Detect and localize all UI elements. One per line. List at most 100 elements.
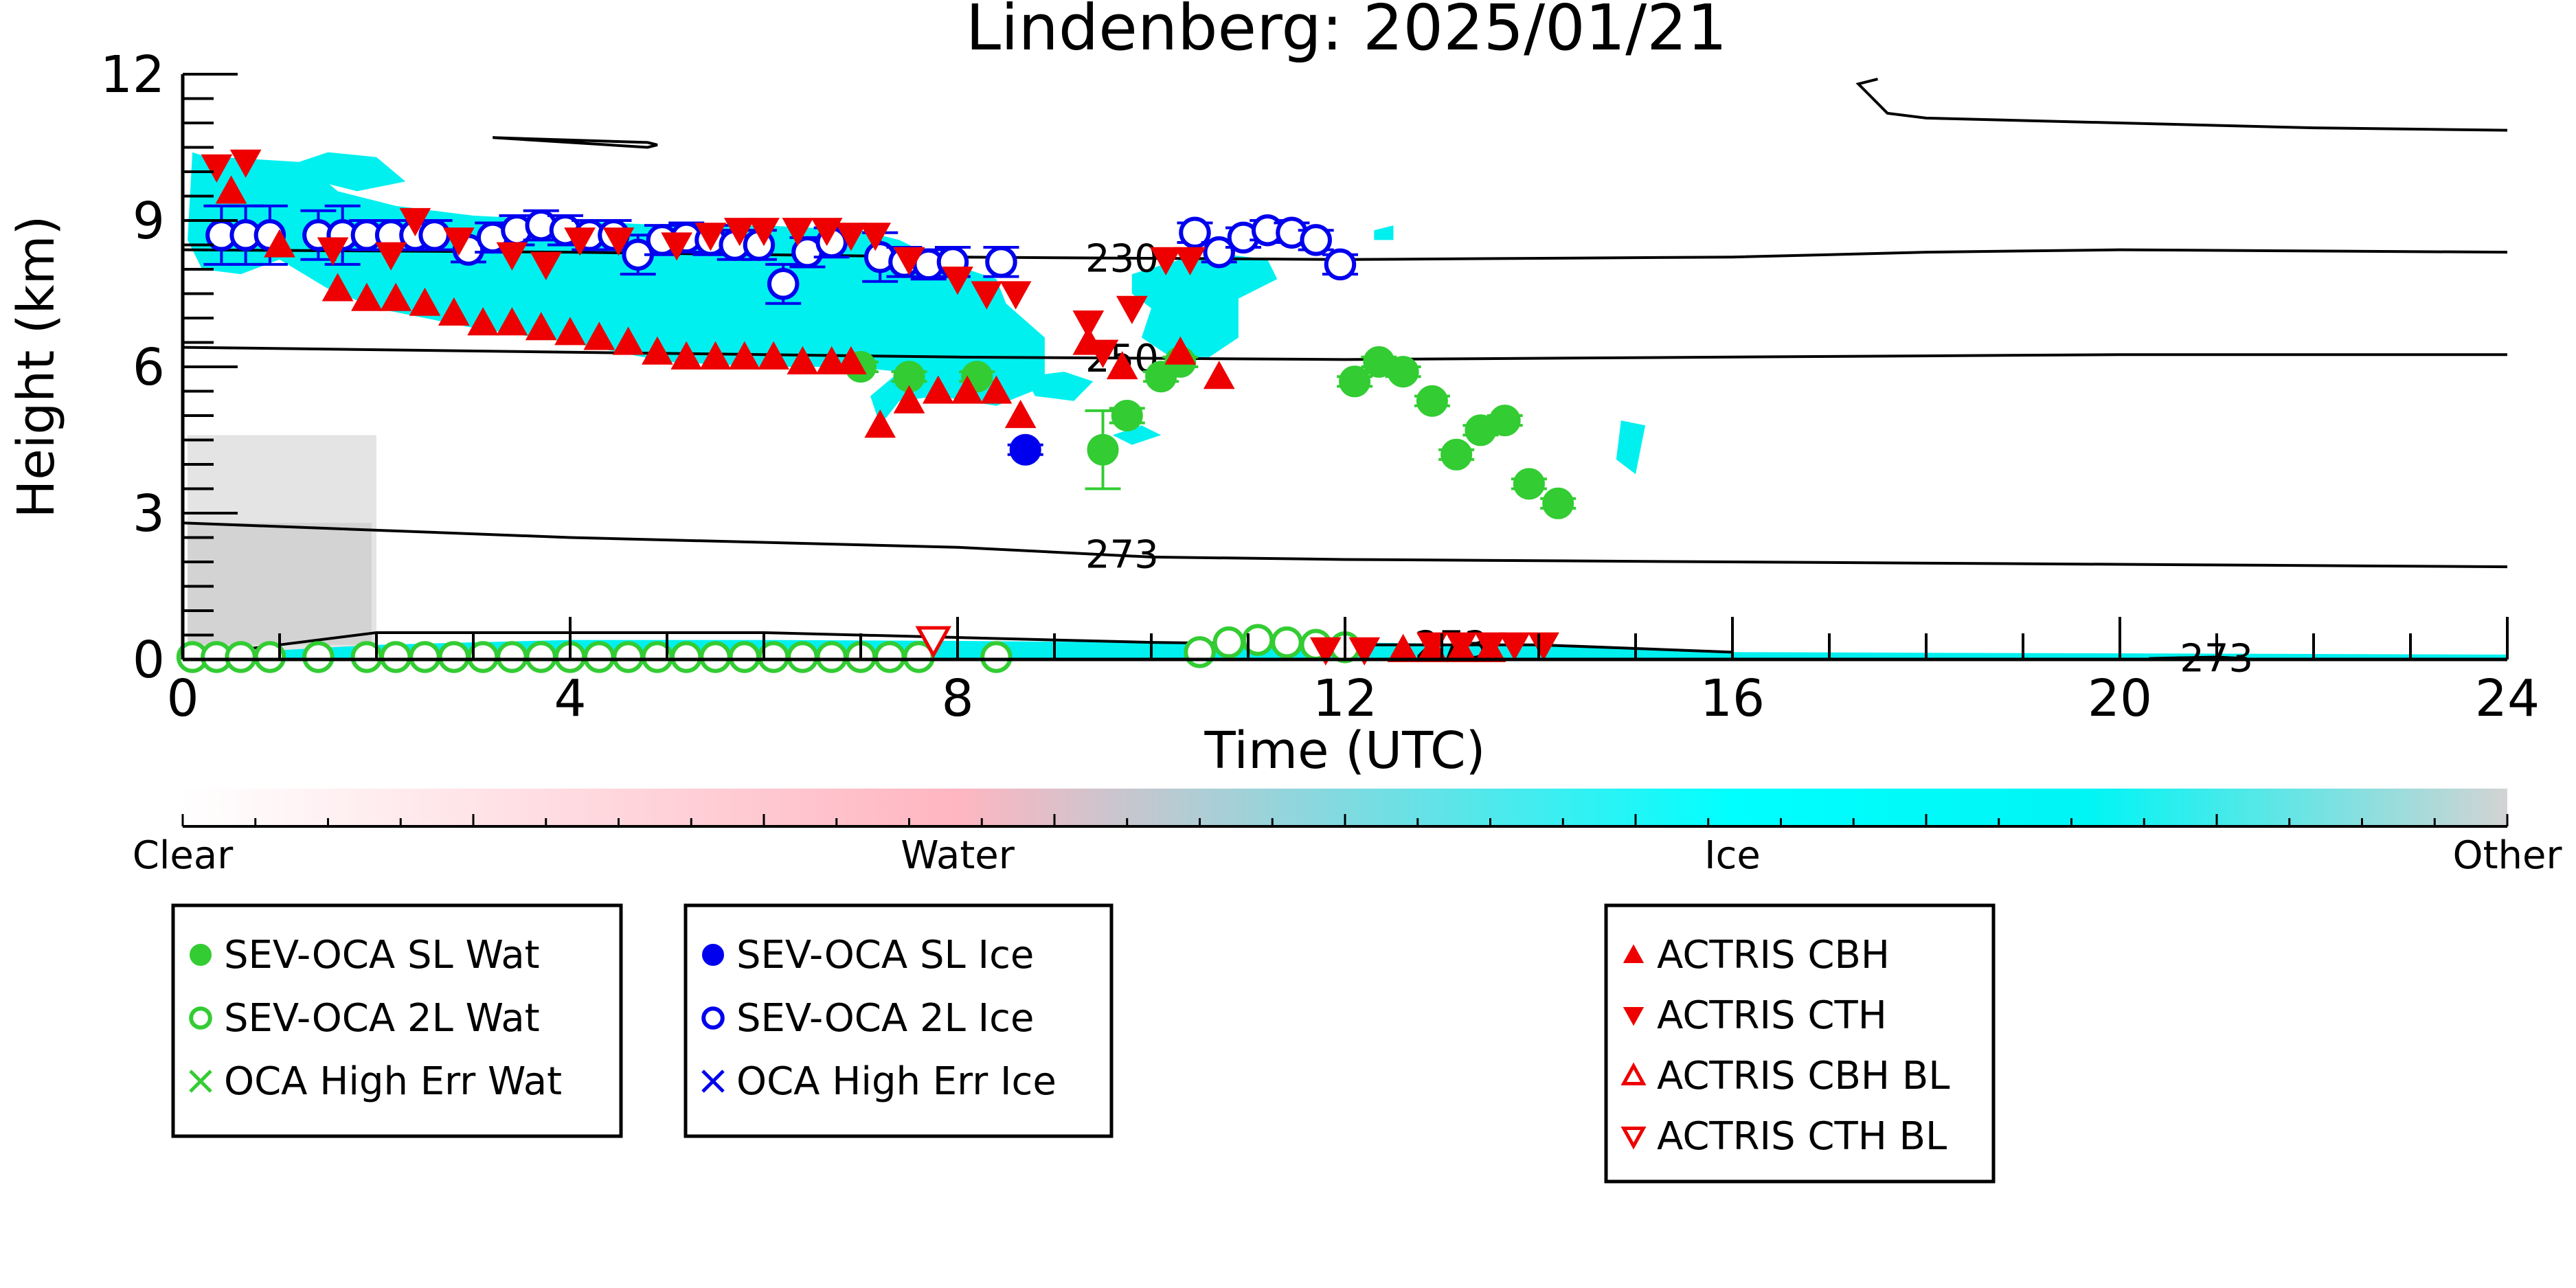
other-field (188, 523, 372, 645)
data-point (530, 251, 562, 280)
temperature-contour-labels: 230250273273273 (1085, 236, 2253, 681)
series-actris-cth (201, 149, 1559, 666)
data-point (496, 641, 528, 673)
legend-frame (683, 903, 1114, 1138)
data-point (787, 641, 819, 673)
data-point (1416, 385, 1448, 417)
data-point (1174, 247, 1206, 275)
legend-marker (1620, 1127, 1647, 1150)
data-point (1309, 637, 1342, 666)
legend-marker (702, 944, 724, 966)
legend-label: ACTRIS CTH (1657, 993, 1887, 1038)
series-actris-cbh (215, 175, 1506, 662)
series-sev-oca-sl-wat (843, 346, 1577, 519)
legend-item: ACTRIS CTH BL (1620, 1114, 1947, 1159)
legend-item: OCA High Err Wat (189, 1059, 562, 1104)
data-point (229, 149, 262, 178)
legend-box-2: SEV-OCA SL Ice SEV-OCA 2L Ice OCA High Err… (683, 903, 1114, 1138)
data-point (661, 232, 692, 261)
x-tick-label: 8 (941, 669, 973, 728)
data-point (1150, 247, 1182, 275)
data-point (922, 375, 954, 404)
data-point (1440, 438, 1473, 471)
plot-area: 230250273273273 0 3 6 9 12 0 4 8 12 16 20 24 (100, 45, 2540, 728)
data-point (874, 641, 906, 673)
x-axis-label: Time (UTC) (1204, 721, 1485, 780)
data-point (980, 375, 1013, 404)
data-point (525, 641, 557, 673)
legend-marker (1623, 944, 1645, 963)
data-point (264, 229, 295, 258)
data-point (1111, 400, 1143, 431)
chart-title: Lindenberg: 2025/01/21 (966, 0, 1728, 65)
data-point (951, 375, 983, 404)
data-point (642, 336, 673, 365)
x-tick-label: 12 (1313, 669, 1377, 728)
legend-item: OCA High Err Ice (701, 1059, 1057, 1104)
data-point (201, 154, 233, 183)
data-point (409, 287, 441, 316)
data-point (728, 641, 761, 673)
data-point (409, 641, 441, 673)
x-tick-label: 20 (2088, 669, 2152, 728)
data-point (612, 641, 644, 673)
legend-item: SEV-OCA 2L Wat (189, 996, 540, 1041)
data-point (835, 346, 867, 374)
contour-line-2 (183, 521, 2507, 569)
legend-box-3: ACTRIS CBH ACTRIS CTH ACTRIS CBH BL ACTRIS … (1604, 903, 1996, 1184)
legend-frame (171, 903, 623, 1138)
colorbar-label: Water (901, 833, 1015, 878)
legend-item: ACTRIS CTH (1623, 993, 1887, 1038)
legend-box-1: SEV-OCA SL Wat SEV-OCA 2L Wat OCA High Err… (171, 903, 623, 1138)
data-point (1474, 632, 1506, 661)
data-point (864, 409, 896, 438)
data-point (1445, 632, 1478, 661)
data-point (670, 341, 703, 370)
data-point (317, 237, 349, 266)
data-point (583, 641, 615, 673)
data-point (1387, 633, 1419, 662)
data-point (1106, 350, 1138, 380)
y-tick-label: 6 (133, 338, 165, 397)
data-point (815, 641, 848, 673)
contour-label-0: 230 (1085, 236, 1159, 281)
legend-label: OCA High Err Wat (224, 1059, 562, 1104)
legend-item: SEV-OCA SL Ice (702, 933, 1034, 978)
colorbar-labels: Clear Water Ice Other (133, 833, 2563, 878)
colorbar-label: Ice (1704, 833, 1761, 878)
data-point (1348, 637, 1381, 666)
x-axis-ticks: 0 4 8 12 16 20 24 (166, 617, 2540, 728)
data-point (1528, 632, 1559, 661)
legend-label: OCA High Err Ice (736, 1059, 1057, 1104)
legend-marker (701, 1006, 725, 1030)
legends: SEV-OCA SL Wat SEV-OCA 2L Wat OCA High Err… (171, 903, 1996, 1184)
data-point (351, 282, 383, 311)
data-point (321, 273, 354, 302)
data-point (859, 223, 891, 251)
data-point (1004, 399, 1037, 429)
ice-cloud-fragment (1025, 372, 1094, 401)
data-point (1179, 216, 1211, 249)
contour-line-6 (1855, 78, 2507, 132)
legend-frame (1604, 903, 1996, 1184)
legend-item: ACTRIS CBH (1623, 933, 1890, 978)
colorbar-label: Other (2452, 833, 2562, 878)
data-point (723, 218, 756, 247)
data-point (399, 207, 431, 237)
ice-cloud-second (1131, 254, 1278, 357)
ice-cloud-isolated (1616, 420, 1646, 475)
data-point (612, 326, 644, 355)
temperature-contours (183, 78, 2507, 659)
legend-item: ACTRIS CBH BL (1620, 1054, 1950, 1098)
data-point (225, 641, 257, 673)
data-point (893, 385, 925, 414)
data-point (699, 641, 732, 673)
legend-marker (1623, 1007, 1645, 1026)
data-point (1009, 433, 1041, 466)
ice-cloud-small (1112, 425, 1162, 445)
colorbar-ticks (181, 814, 2509, 826)
data-point (1513, 468, 1545, 500)
legend-label: SEV-OCA SL Wat (224, 933, 540, 978)
data-point (1498, 632, 1530, 661)
data-point (942, 267, 973, 295)
